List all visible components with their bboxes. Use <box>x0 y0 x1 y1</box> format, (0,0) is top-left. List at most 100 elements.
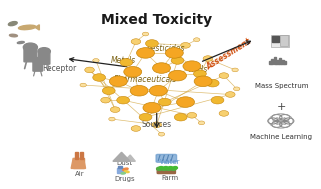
Circle shape <box>198 121 205 125</box>
Bar <box>279 58 281 64</box>
Circle shape <box>183 61 201 71</box>
Text: Pharmaceuticals: Pharmaceuticals <box>114 74 177 84</box>
Text: Water: Water <box>159 159 180 165</box>
Bar <box>282 60 284 64</box>
Bar <box>80 152 83 159</box>
Circle shape <box>152 122 161 128</box>
Circle shape <box>171 57 184 64</box>
Polygon shape <box>113 152 130 161</box>
Text: Mass Spectrum: Mass Spectrum <box>255 83 308 89</box>
Bar <box>269 61 271 64</box>
Circle shape <box>194 38 200 42</box>
Circle shape <box>131 126 141 131</box>
Text: +: + <box>277 102 286 112</box>
Bar <box>284 61 286 64</box>
Circle shape <box>109 76 127 87</box>
Bar <box>75 152 78 159</box>
Ellipse shape <box>19 25 36 30</box>
Bar <box>280 35 288 46</box>
Circle shape <box>136 48 154 58</box>
Circle shape <box>158 98 171 106</box>
Bar <box>276 60 279 64</box>
Polygon shape <box>71 159 86 168</box>
Circle shape <box>38 48 50 55</box>
Circle shape <box>109 117 115 121</box>
Text: Pesticides: Pesticides <box>147 44 186 53</box>
Text: Metals: Metals <box>110 56 136 65</box>
Circle shape <box>219 73 229 78</box>
Circle shape <box>101 97 110 103</box>
Ellipse shape <box>121 173 126 174</box>
Circle shape <box>130 85 148 96</box>
Polygon shape <box>35 25 39 30</box>
Circle shape <box>181 43 190 48</box>
Ellipse shape <box>10 34 17 37</box>
Circle shape <box>93 74 106 81</box>
Circle shape <box>211 96 224 104</box>
Circle shape <box>143 102 161 113</box>
Circle shape <box>145 40 158 47</box>
Text: Receptor: Receptor <box>42 64 76 73</box>
Circle shape <box>93 59 99 62</box>
Circle shape <box>102 87 115 94</box>
Text: Mixed Toxicity: Mixed Toxicity <box>101 13 212 27</box>
Circle shape <box>203 56 213 61</box>
Ellipse shape <box>8 22 17 26</box>
Text: Air: Air <box>75 171 85 177</box>
Circle shape <box>110 107 120 112</box>
Circle shape <box>158 132 165 136</box>
Circle shape <box>169 70 187 81</box>
Bar <box>117 168 123 173</box>
Circle shape <box>157 167 162 170</box>
Circle shape <box>120 59 133 66</box>
FancyBboxPatch shape <box>271 35 289 47</box>
Circle shape <box>164 167 168 169</box>
FancyBboxPatch shape <box>24 49 37 62</box>
Text: Farm: Farm <box>161 175 178 181</box>
Text: Machine Learning: Machine Learning <box>250 134 312 140</box>
Ellipse shape <box>17 41 24 44</box>
Circle shape <box>219 111 229 116</box>
Circle shape <box>194 76 212 87</box>
Bar <box>272 36 279 42</box>
Ellipse shape <box>123 168 128 170</box>
Circle shape <box>169 167 173 169</box>
Circle shape <box>174 113 187 121</box>
Polygon shape <box>125 155 135 161</box>
Bar <box>118 166 122 168</box>
Circle shape <box>206 79 219 87</box>
Text: Assessment: Assessment <box>204 37 253 72</box>
Text: Sources: Sources <box>142 120 172 129</box>
Bar <box>271 59 273 64</box>
Text: Drugs: Drugs <box>114 176 135 182</box>
Circle shape <box>225 92 235 97</box>
Circle shape <box>142 32 149 36</box>
Circle shape <box>131 39 141 44</box>
Circle shape <box>23 43 38 51</box>
Circle shape <box>232 68 238 72</box>
Bar <box>274 57 276 64</box>
Circle shape <box>233 87 240 91</box>
Circle shape <box>171 167 176 170</box>
Text: PAHs: PAHs <box>189 65 208 74</box>
Circle shape <box>194 70 206 77</box>
Circle shape <box>173 167 178 169</box>
Bar <box>73 158 83 168</box>
FancyBboxPatch shape <box>157 168 176 174</box>
Circle shape <box>166 167 171 170</box>
Circle shape <box>33 58 43 64</box>
Circle shape <box>165 48 183 58</box>
Ellipse shape <box>125 171 129 173</box>
Circle shape <box>117 96 130 104</box>
Circle shape <box>187 112 197 118</box>
Circle shape <box>80 83 86 87</box>
Circle shape <box>85 67 94 73</box>
FancyBboxPatch shape <box>39 53 50 64</box>
Circle shape <box>124 67 142 77</box>
FancyBboxPatch shape <box>156 154 177 162</box>
FancyBboxPatch shape <box>33 62 42 71</box>
Circle shape <box>152 63 170 73</box>
Circle shape <box>177 97 195 107</box>
Circle shape <box>161 167 167 170</box>
Circle shape <box>139 113 152 121</box>
